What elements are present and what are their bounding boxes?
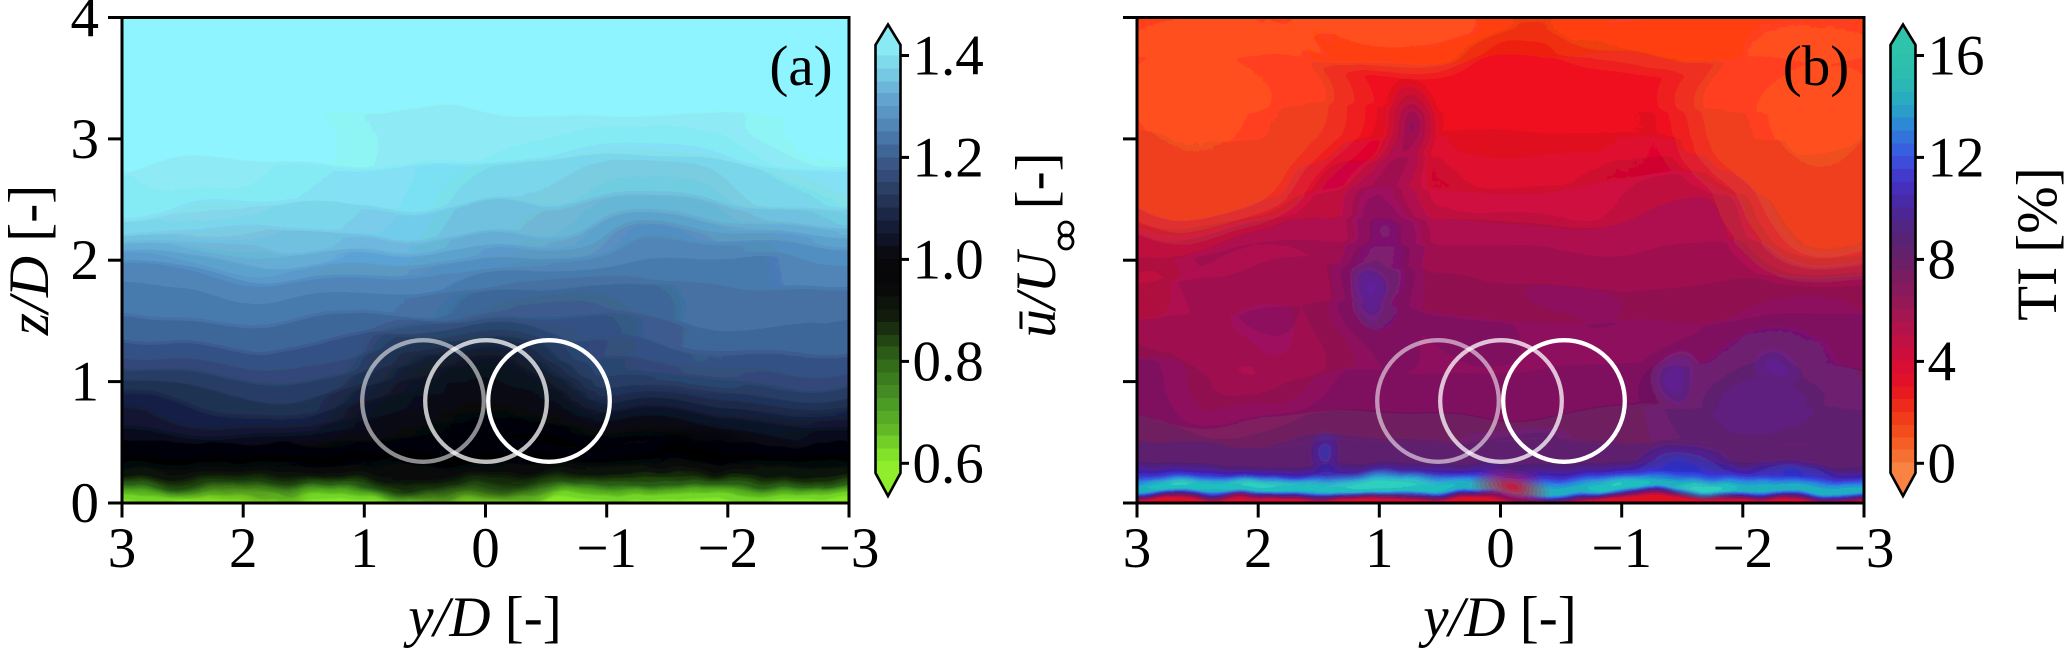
svg-text:−3: −3 <box>1834 517 1895 580</box>
svg-text:2: 2 <box>1244 517 1273 580</box>
svg-text:4: 4 <box>71 0 100 50</box>
svg-text:ū/U [-]: ū/U [-] <box>1005 152 1068 337</box>
svg-text:3: 3 <box>1123 517 1152 580</box>
svg-text:1: 1 <box>71 351 100 414</box>
svg-text:2: 2 <box>71 229 100 292</box>
svg-text:y/D [-]: y/D [-] <box>403 586 562 649</box>
svg-text:z/D [-]: z/D [-] <box>0 185 61 336</box>
svg-text:3: 3 <box>108 517 137 580</box>
svg-text:3: 3 <box>71 108 100 171</box>
svg-text:16: 16 <box>1928 25 1985 88</box>
svg-text:−2: −2 <box>1712 517 1773 580</box>
svg-text:0: 0 <box>71 472 100 535</box>
svg-text:TI [%]: TI [%] <box>2006 167 2067 321</box>
svg-text:0: 0 <box>1928 432 1957 495</box>
svg-text:0.6: 0.6 <box>913 432 984 495</box>
svg-text:0: 0 <box>471 517 500 580</box>
svg-text:(b): (b) <box>1783 35 1849 98</box>
svg-text:1: 1 <box>350 517 379 580</box>
svg-text:1: 1 <box>1365 517 1394 580</box>
svg-text:0.8: 0.8 <box>913 330 984 393</box>
svg-text:1.2: 1.2 <box>913 126 984 189</box>
svg-text:−2: −2 <box>697 517 758 580</box>
svg-text:y/D [-]: y/D [-] <box>1418 586 1577 649</box>
svg-text:1.0: 1.0 <box>913 228 984 291</box>
svg-text:4: 4 <box>1928 330 1957 393</box>
svg-text:2: 2 <box>229 517 258 580</box>
svg-text:(a): (a) <box>769 35 832 98</box>
svg-text:−3: −3 <box>819 517 880 580</box>
svg-text:1.4: 1.4 <box>913 25 984 88</box>
svg-text:8: 8 <box>1928 228 1957 291</box>
svg-text:0: 0 <box>1486 517 1515 580</box>
svg-text:12: 12 <box>1928 126 1985 189</box>
svg-text:−1: −1 <box>576 517 637 580</box>
svg-text:−1: −1 <box>1591 517 1652 580</box>
